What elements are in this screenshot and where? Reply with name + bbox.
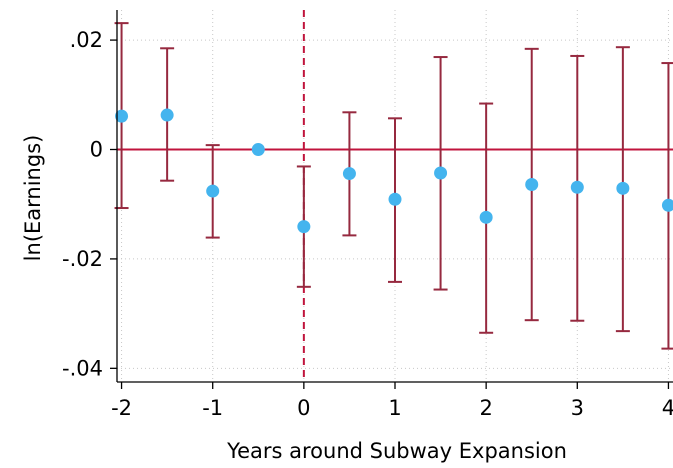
x-tick-label: 0 [297, 396, 310, 420]
point-estimate [160, 108, 174, 122]
y-tick-label: 0 [90, 138, 103, 162]
x-tick-label: -2 [111, 396, 132, 420]
x-axis-title: Years around Subway Expansion [226, 439, 567, 463]
x-tick-label: -1 [202, 396, 223, 420]
point-estimate [388, 192, 402, 206]
y-axis-title: ln(Earnings) [21, 135, 45, 262]
point-estimate [297, 220, 311, 234]
x-tick-label: 4 [662, 396, 673, 420]
x-tick-label: 3 [571, 396, 584, 420]
point-estimate [525, 178, 539, 192]
confidence-intervals [114, 22, 673, 350]
point-estimate [570, 180, 584, 194]
point-estimate [251, 143, 265, 156]
y-tick-label: .02 [70, 28, 103, 52]
point-estimate [661, 198, 673, 212]
point-estimates [115, 108, 673, 234]
x-tick-label: 2 [479, 396, 492, 420]
point-estimate [479, 210, 493, 224]
point-estimate [434, 166, 448, 180]
point-estimate [616, 181, 630, 195]
x-tick-label: 1 [388, 396, 401, 420]
axes [110, 10, 673, 389]
y-tick-label: -.04 [62, 356, 103, 380]
point-estimate [342, 167, 356, 181]
point-estimate [115, 109, 129, 123]
y-tick-label: -.02 [62, 247, 103, 271]
tick-labels: -2 -1 0 1 2 3 4 -.04 -.02 0 .02 [62, 28, 673, 420]
point-estimate [206, 184, 220, 198]
